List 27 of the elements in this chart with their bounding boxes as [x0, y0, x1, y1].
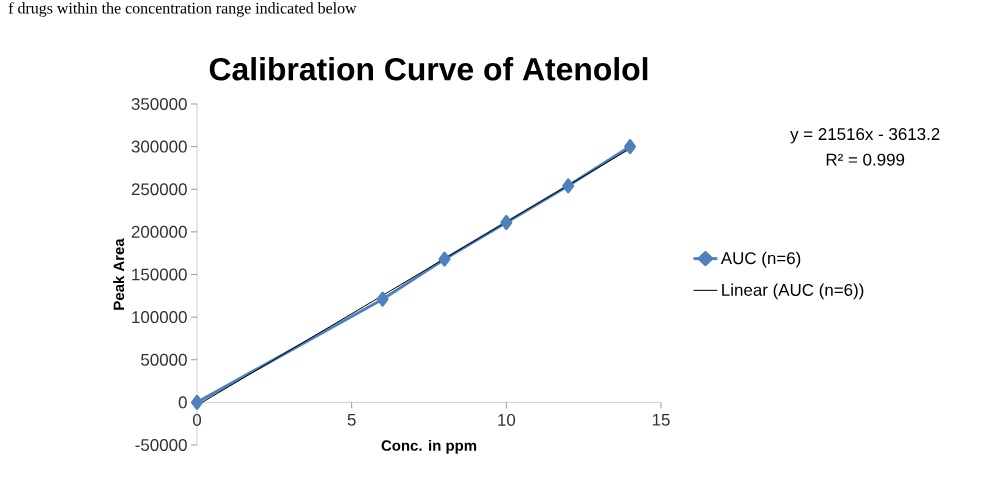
point — [624, 139, 637, 155]
point — [500, 214, 513, 230]
point — [376, 291, 389, 307]
y-axis-title: Peak Area — [113, 238, 125, 310]
x-tick-label: 5 — [347, 413, 356, 426]
text: R² = 0.999 — [826, 153, 905, 166]
x-tick-label: 15 — [652, 413, 670, 426]
legend-label: Linear (AUC (n=6)) — [722, 283, 864, 300]
chart-title: Calibration Curve of Atenolol — [209, 57, 648, 81]
x-tick-label: 10 — [498, 413, 516, 426]
point — [191, 394, 204, 410]
y-tick-label: 300000 — [131, 140, 187, 153]
y-tick-label: 250000 — [131, 183, 187, 196]
y-tick-label: 350000 — [131, 97, 187, 110]
text: y = 21516x - 3613.2 — [790, 128, 940, 144]
x-tick-label: 0 — [192, 413, 202, 426]
y-tick-label: 150000 — [132, 268, 187, 281]
y-tick-label: 100000 — [132, 311, 187, 324]
y-tick-label: 0 — [178, 396, 187, 409]
point — [438, 251, 451, 267]
text: f drugs within the concentration range indicated below — [8, 2, 357, 17]
y-tick-label: 200000 — [131, 225, 187, 238]
point — [562, 178, 575, 194]
y-tick-label: -50000 — [135, 438, 187, 451]
legend-label: AUC (n=6) — [720, 251, 801, 268]
y-tick-label: 50000 — [141, 353, 187, 366]
x-axis-title: Conc. in ppm — [381, 439, 477, 454]
